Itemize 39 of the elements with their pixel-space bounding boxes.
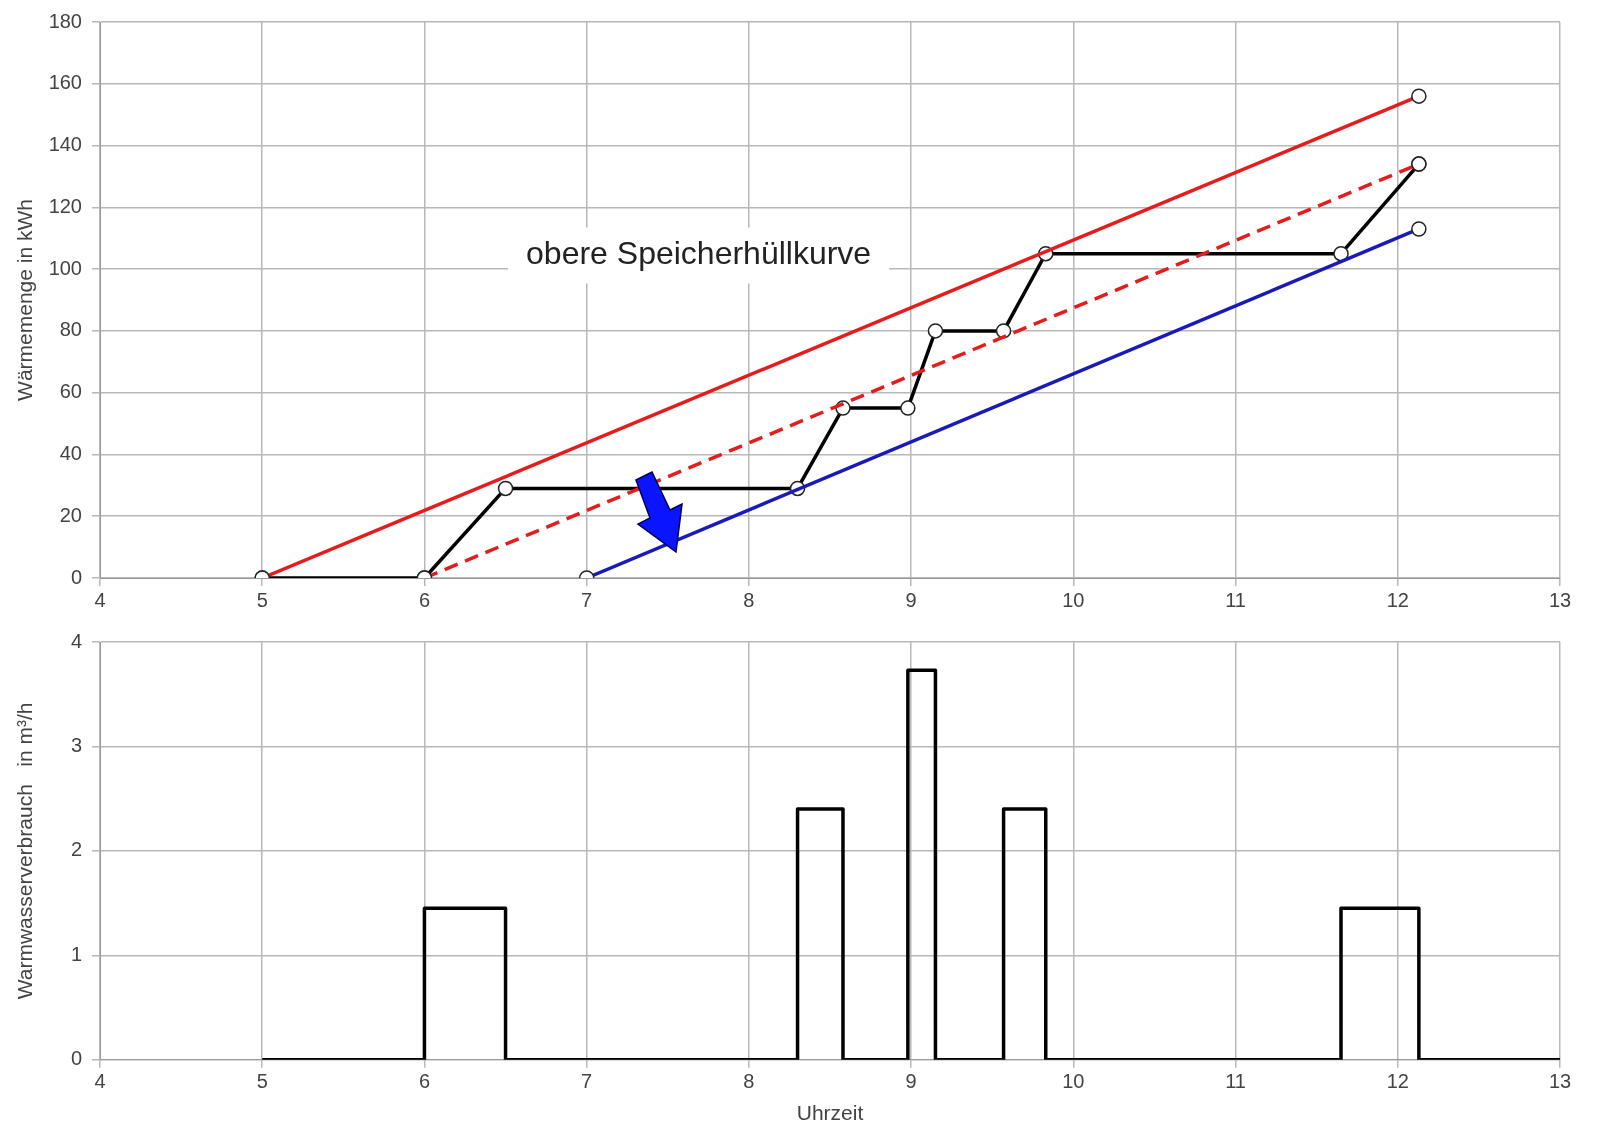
x-tick-label: 10: [1062, 1070, 1085, 1093]
x-tick-label: 8: [743, 1070, 755, 1093]
x-tick-label: 11: [1225, 588, 1246, 611]
y-tick-label: 4: [70, 629, 82, 652]
y-tick-label: 140: [48, 133, 82, 156]
x-tick-label: 7: [581, 588, 593, 611]
x-axis-title: Uhrzeit: [796, 1101, 864, 1125]
y-tick-label: 2: [70, 838, 82, 861]
y-axis-title: Warmwasserverbrauch in m³/h: [13, 702, 37, 1000]
x-tick-label: 4: [94, 588, 106, 611]
x-tick-label: 12: [1386, 588, 1409, 611]
y-tick-label: 40: [59, 441, 82, 464]
x-tick-label: 5: [256, 588, 268, 611]
x-tick-label: 12: [1386, 1070, 1409, 1093]
x-tick-label: 11: [1225, 1070, 1246, 1093]
y-tick-label: 100: [48, 256, 82, 279]
x-tick-label: 4: [94, 1070, 106, 1093]
y-tick-label: 3: [70, 733, 82, 756]
x-tick-label: 9: [905, 588, 917, 611]
y-tick-label: 120: [48, 194, 82, 217]
annotation: obere Speicherhüllkurve: [526, 235, 872, 272]
x-tick-label: 6: [418, 588, 431, 611]
x-tick-label: 8: [743, 588, 755, 611]
x-tick-label: 10: [1062, 588, 1085, 611]
x-tick-label: 13: [1548, 1070, 1572, 1093]
y-tick-label: 1: [70, 942, 82, 965]
x-tick-label: 13: [1548, 588, 1572, 611]
x-tick-label: 7: [581, 1070, 593, 1093]
y-axis-title: Wärmemenge in kWh: [13, 199, 37, 401]
x-tick-label: 5: [256, 1070, 268, 1093]
y-tick-label: 160: [48, 71, 82, 94]
y-tick-label: 60: [59, 380, 82, 403]
y-tick-label: 0: [70, 1047, 82, 1070]
y-tick-label: 0: [70, 565, 82, 588]
y-tick-label: 80: [59, 318, 82, 341]
y-tick-label: 180: [48, 9, 82, 32]
x-tick-label: 9: [905, 1070, 917, 1093]
x-tick-label: 6: [418, 1070, 431, 1093]
y-tick-label: 20: [59, 503, 82, 526]
